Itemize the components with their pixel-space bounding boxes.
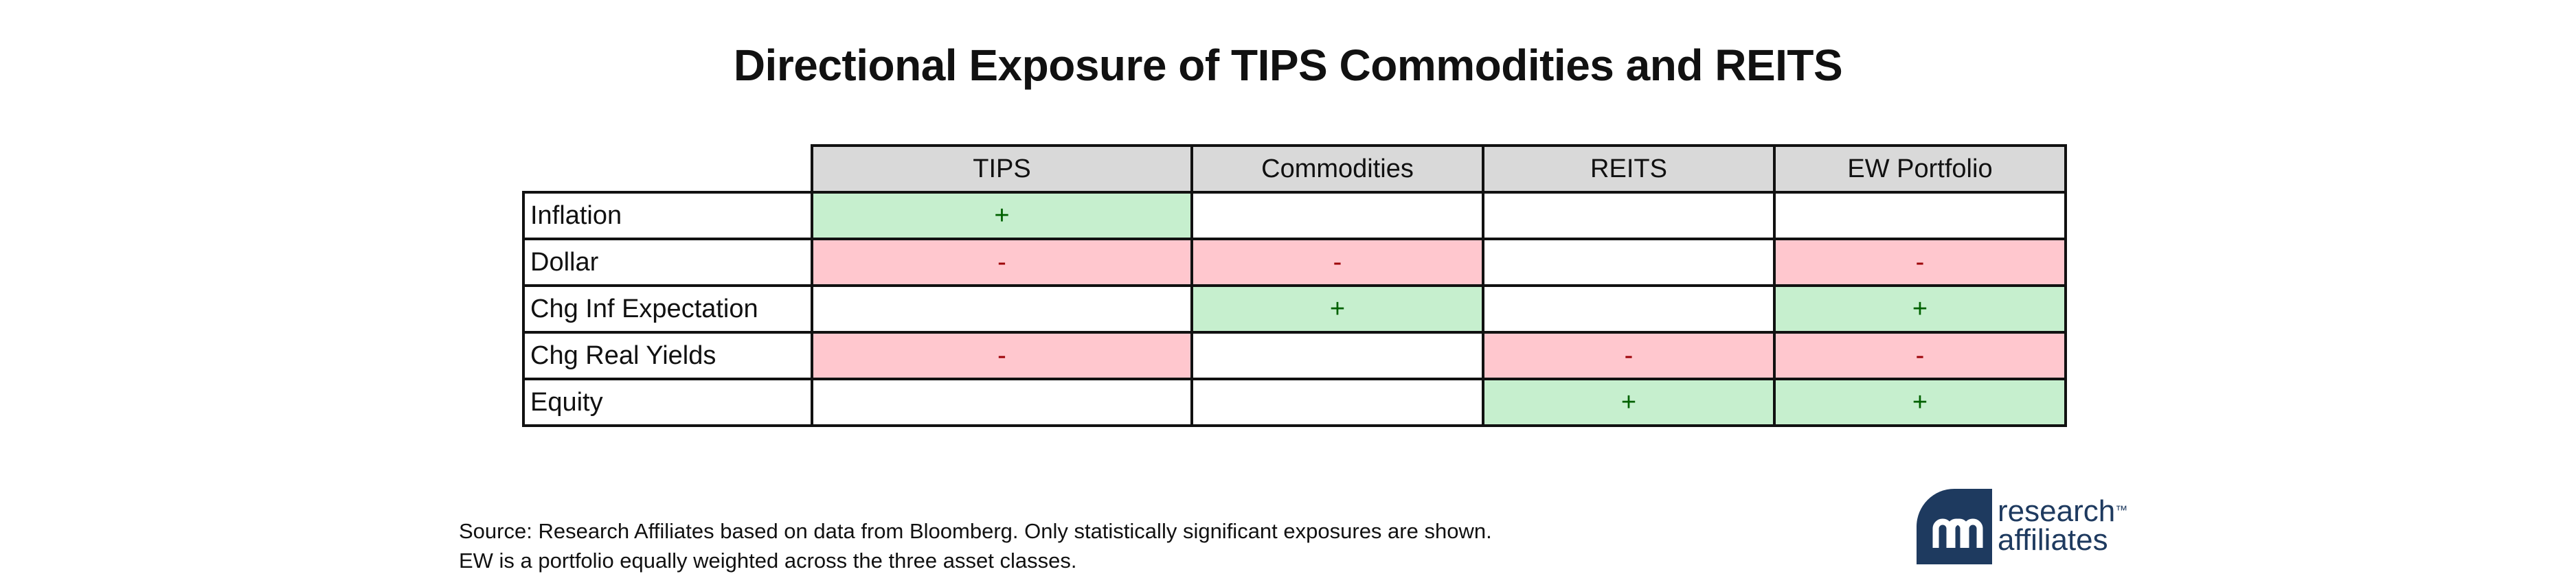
cell-negative-reits: - (1482, 331, 1776, 380)
cell-empty-ew-portfolio (1773, 191, 2067, 240)
cell-negative-tips: - (811, 331, 1193, 380)
column-header-commodities: Commodities (1190, 144, 1484, 194)
cell-empty-reits (1482, 284, 1776, 334)
table-corner (523, 146, 812, 192)
cell-empty-reits (1482, 191, 1776, 240)
cell-positive-tips: + (811, 191, 1193, 240)
header-row: TIPS Commodities REITS EW Portfolio (523, 144, 2067, 194)
row-label: Chg Real Yields (522, 331, 813, 380)
cell-empty-commodities (1190, 378, 1484, 427)
cell-positive-commodities: + (1190, 284, 1484, 334)
logo-text-line-1: research (1998, 494, 2116, 528)
cell-negative-ew-portfolio: - (1773, 331, 2067, 380)
table-row: Chg Inf Expectation + + (522, 284, 2067, 334)
logo-trademark: ™ (2115, 503, 2128, 517)
cell-positive-ew-portfolio: + (1773, 284, 2067, 334)
cell-positive-reits: + (1482, 378, 1776, 427)
cell-empty-tips (811, 284, 1193, 334)
source-note: Source: Research Affiliates based on dat… (459, 516, 1492, 575)
row-label: Equity (522, 378, 813, 427)
column-header-ew-portfolio: EW Portfolio (1773, 144, 2067, 194)
cell-positive-ew-portfolio: + (1773, 378, 2067, 427)
cell-empty-reits (1482, 238, 1776, 287)
table-row: Inflation + (522, 191, 2067, 240)
source-line-2: EW is a portfolio equally weighted acros… (459, 549, 1077, 573)
exposure-table: TIPS Commodities REITS EW Portfolio Infl… (522, 144, 2067, 427)
chart-title: Directional Exposure of TIPS Commodities… (733, 41, 1843, 90)
table-row: Equity + + (522, 378, 2067, 427)
source-line-1: Source: Research Affiliates based on dat… (459, 519, 1492, 543)
table-body: Inflation + Dollar - - - Chg Inf Expectation + +… (522, 191, 2067, 427)
cell-empty-commodities (1190, 331, 1484, 380)
cell-negative-ew-portfolio: - (1773, 238, 2067, 287)
cell-empty-tips (811, 378, 1193, 427)
row-label: Inflation (522, 191, 813, 240)
research-affiliates-logo: research™ affiliates (1917, 489, 2150, 564)
column-header-reits: REITS (1482, 144, 1776, 194)
logo-text-line-2: affiliates (1998, 523, 2108, 557)
table-row: Dollar - - - (522, 238, 2067, 287)
table-row: Chg Real Yields - - - (522, 331, 2067, 380)
logo-wordmark: research™ affiliates (1998, 494, 2128, 557)
cell-negative-commodities: - (1190, 238, 1484, 287)
cell-negative-tips: - (811, 238, 1193, 287)
row-label: Chg Inf Expectation (522, 284, 813, 334)
logo-mark-icon (1917, 489, 1992, 564)
row-label: Dollar (522, 238, 813, 287)
column-header-tips: TIPS (811, 144, 1193, 194)
cell-empty-commodities (1190, 191, 1484, 240)
